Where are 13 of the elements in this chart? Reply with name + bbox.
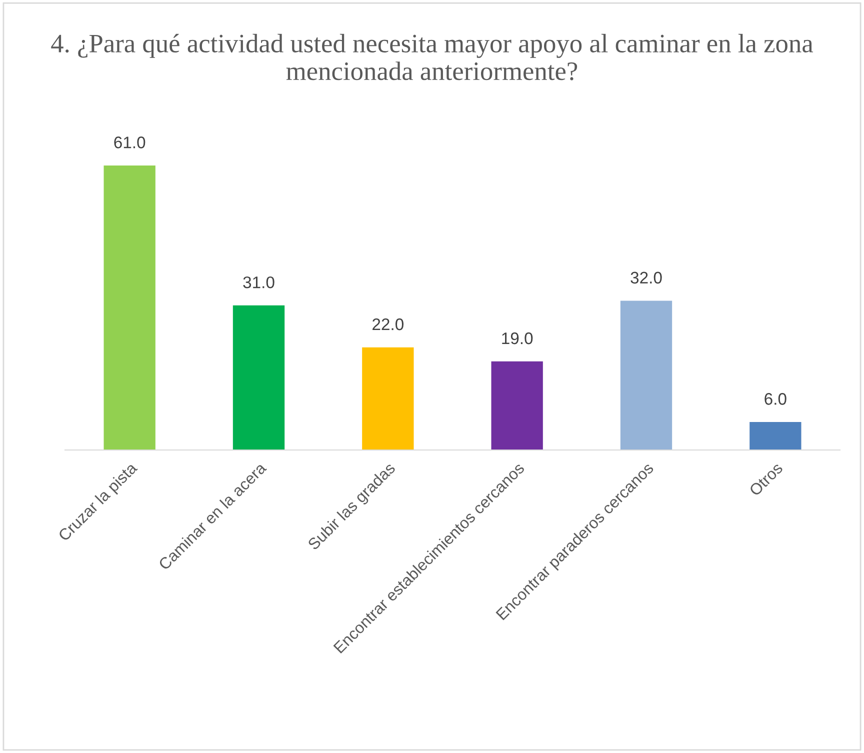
bar — [104, 166, 156, 450]
bar — [491, 361, 543, 450]
data-label: 31.0 — [243, 276, 274, 288]
data-label: 19.0 — [502, 332, 533, 344]
data-label: 6.0 — [764, 393, 786, 405]
data-label: 32.0 — [630, 272, 662, 284]
chart-title: 4. ¿Para qué actividad usted necesita mayor apoyo al caminar en la zona mencionada anteriormente? — [51, 34, 813, 80]
data-label: 61.0 — [114, 136, 146, 148]
bar — [232, 305, 285, 450]
bar — [620, 300, 672, 450]
bar — [750, 422, 802, 450]
bar — [362, 347, 414, 450]
data-label: 22.0 — [372, 318, 404, 330]
